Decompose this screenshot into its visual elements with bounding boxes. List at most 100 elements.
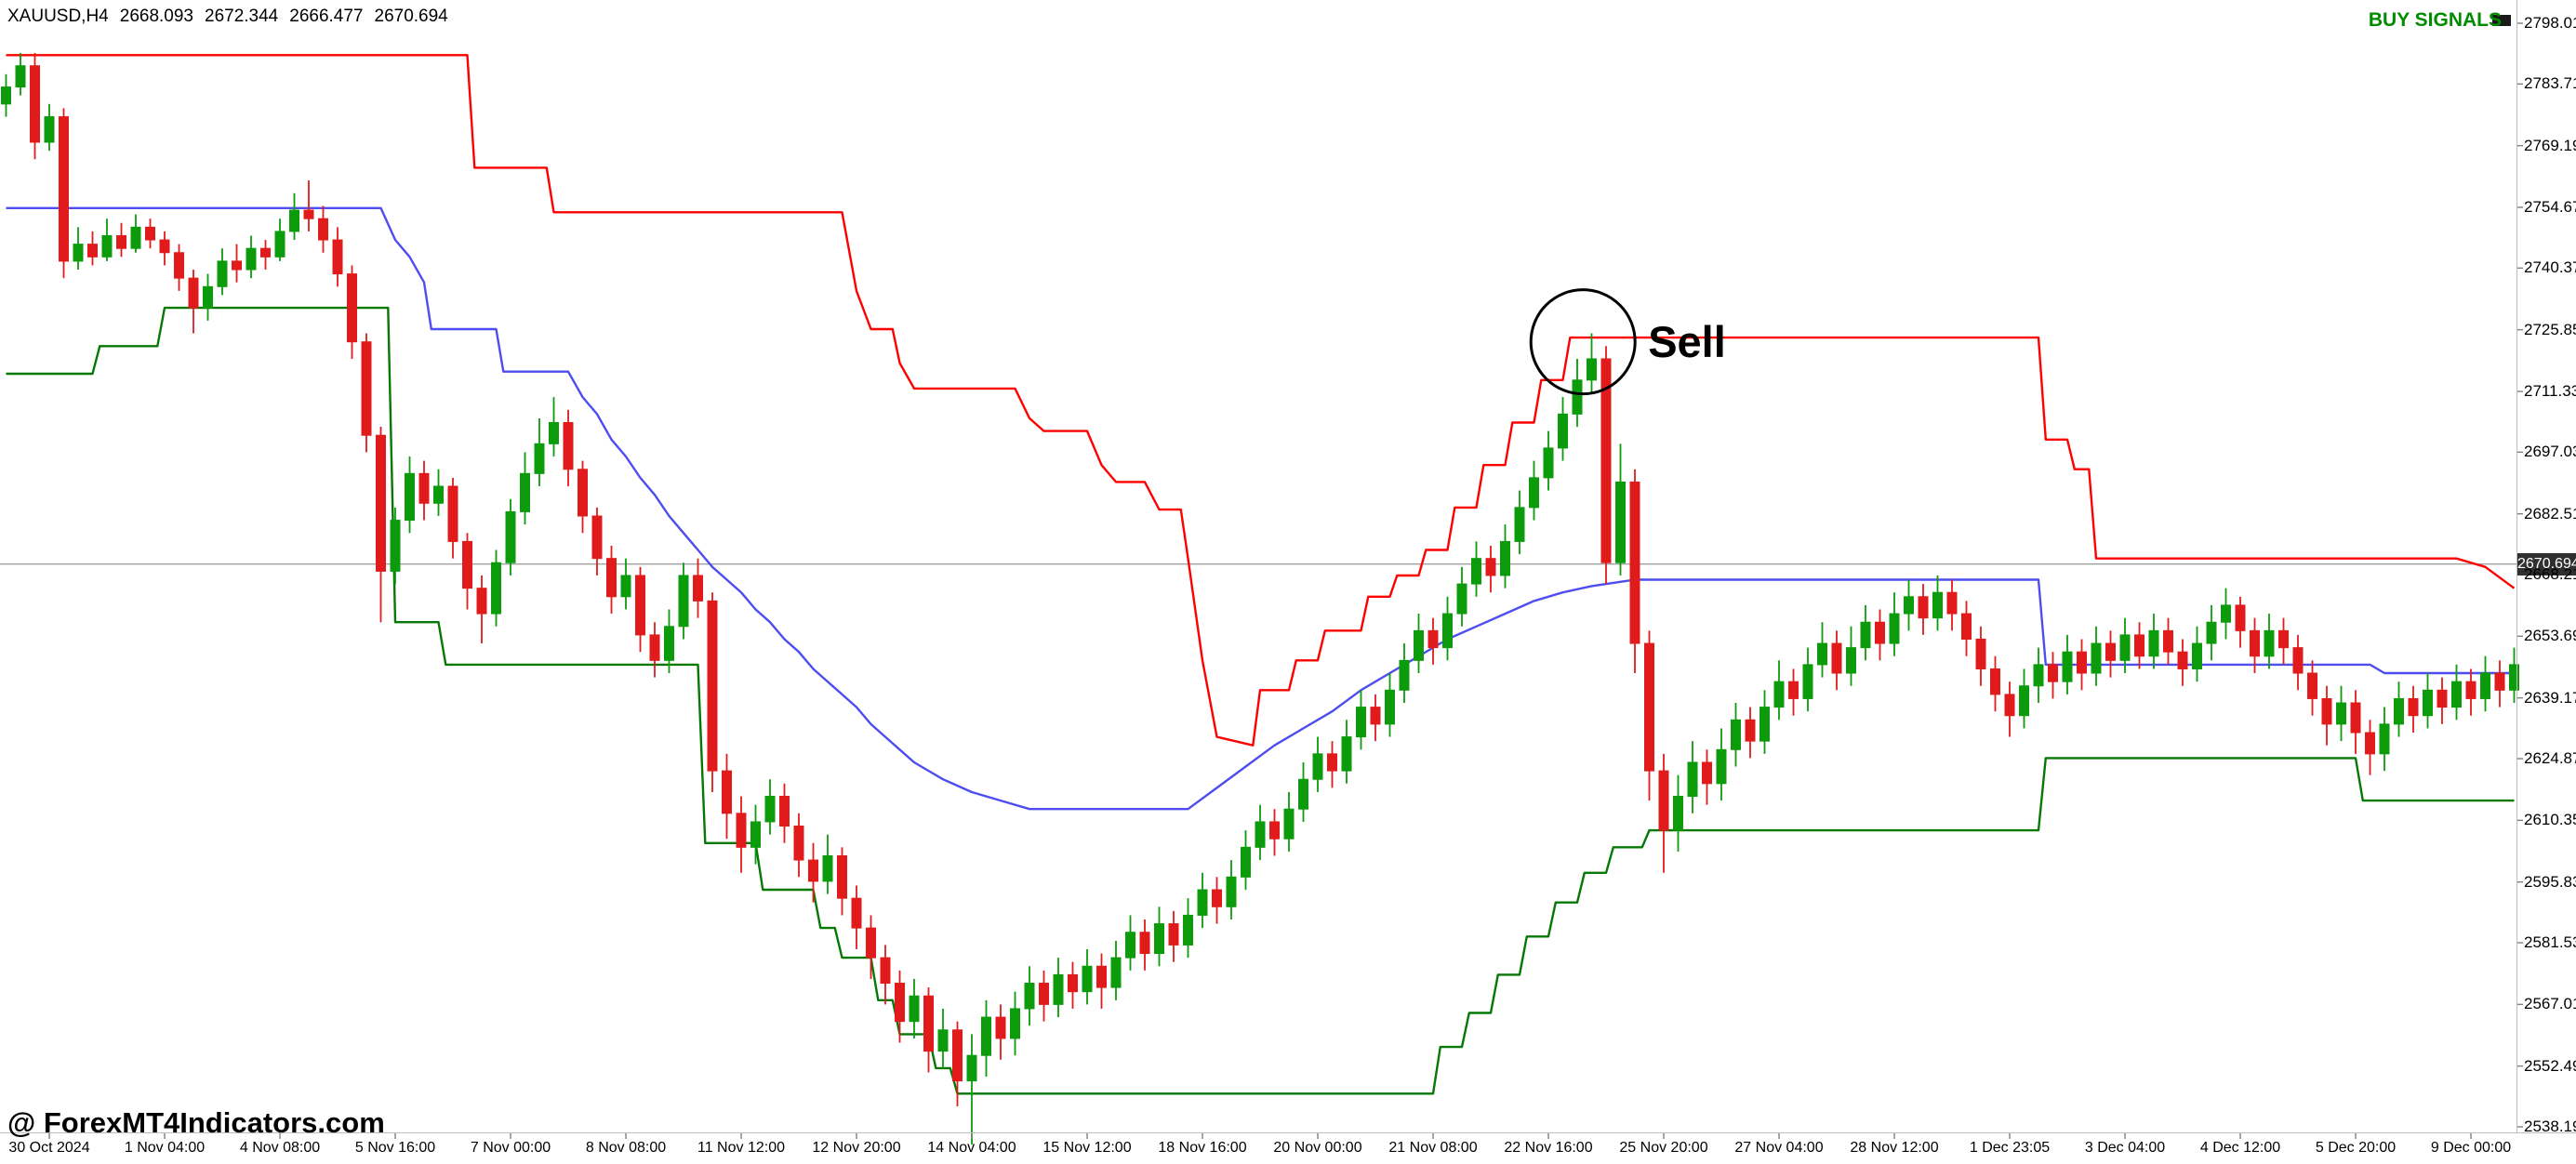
candle <box>2509 664 2519 691</box>
candle <box>462 540 472 589</box>
candle <box>851 897 862 929</box>
candle <box>606 558 617 598</box>
time-axis-label: 14 Nov 04:00 <box>927 1140 1016 1156</box>
ohlc-close: 2670.694 <box>374 7 448 26</box>
candle <box>1255 821 1266 848</box>
candle <box>1298 778 1308 810</box>
candle <box>1500 540 1510 576</box>
sell-circle[interactable] <box>1529 288 1637 396</box>
time-axis-label: 5 Nov 16:00 <box>354 1140 436 1156</box>
candle <box>2451 681 2462 708</box>
candle <box>2350 702 2361 734</box>
candle <box>44 116 55 143</box>
candle <box>2105 642 2116 661</box>
candle <box>1600 358 1612 563</box>
candle <box>1096 965 1107 988</box>
ohlc-open: 2668.093 <box>119 7 193 26</box>
candle <box>952 1029 963 1082</box>
candle <box>1197 889 1208 916</box>
candle <box>909 995 920 1023</box>
candle <box>1673 796 1683 831</box>
price-axis-label: 2639.170 <box>2524 688 2576 707</box>
candle <box>130 226 141 249</box>
candle <box>1802 664 1813 699</box>
price-axis-label: 2581.530 <box>2524 933 2576 951</box>
upper-channel-line[interactable] <box>6 54 2516 747</box>
candle <box>15 65 26 88</box>
candle <box>1082 965 1093 993</box>
candle <box>2134 634 2144 657</box>
candle <box>866 927 876 959</box>
candle <box>1356 707 1366 738</box>
chart-shift-marker[interactable] <box>2492 15 2511 26</box>
candle <box>764 796 776 823</box>
candle <box>2379 723 2390 755</box>
candle <box>1024 983 1035 1010</box>
price-axis-label: 2769.190 <box>2524 136 2576 154</box>
time-axis-label: 27 Nov 04:00 <box>1734 1140 1824 1156</box>
candle <box>1514 507 1525 542</box>
candle <box>1212 889 1222 907</box>
candle <box>1731 719 1741 750</box>
candle <box>303 209 314 219</box>
candle <box>260 247 271 258</box>
candle <box>246 247 257 271</box>
candle <box>1183 914 1193 946</box>
candle <box>2148 629 2159 657</box>
candle <box>981 1016 991 1056</box>
candle <box>1629 481 1640 644</box>
price-axis-label: 2682.510 <box>2524 504 2576 522</box>
sell-annotation-label[interactable]: Sell <box>1648 316 1726 366</box>
price-axis[interactable]: 2798.010 2783.710 2769.190 2754.670 2740.370… <box>2518 0 2576 1135</box>
candle <box>1817 642 1827 666</box>
time-axis-label: 11 Nov 12:00 <box>697 1140 785 1156</box>
candle <box>232 260 242 271</box>
candle <box>1241 846 1251 878</box>
chart-symbol-info: XAUUSD,H4 2668.093 2672.344 2666.477 2670.69… <box>7 7 459 27</box>
candle <box>1269 821 1280 840</box>
price-axis-label: 2595.830 <box>2524 872 2576 891</box>
middle-channel-line[interactable] <box>6 206 2515 811</box>
candle <box>188 277 199 309</box>
candle <box>1529 477 1539 509</box>
candle <box>1110 957 1122 988</box>
time-axis-label: 1 Dec 23:05 <box>1969 1140 2051 1156</box>
time-axis-label: 18 Nov 16:00 <box>1158 1140 1247 1156</box>
candle <box>1471 558 1481 585</box>
candle <box>2480 672 2490 699</box>
candle <box>2408 697 2419 717</box>
lower-channel-line[interactable] <box>6 306 2515 1095</box>
candle <box>2292 647 2304 674</box>
price-axis-label: 2754.670 <box>2524 198 2576 216</box>
time-axis-label: 30 Oct 2024 <box>8 1140 90 1156</box>
candle <box>1168 923 1179 946</box>
candle <box>578 469 588 517</box>
candle <box>693 575 703 602</box>
candle <box>73 244 84 262</box>
candle <box>217 260 228 287</box>
candle <box>2235 604 2246 631</box>
candle <box>274 231 285 258</box>
price-axis-label: 2552.490 <box>2524 1056 2576 1075</box>
buy-signals-label: BUY SIGNALS <box>2368 9 2502 31</box>
candle <box>2177 651 2188 669</box>
candle <box>895 983 905 1023</box>
price-axis-separator <box>2516 0 2517 1132</box>
candle <box>2119 634 2131 661</box>
candle <box>664 626 674 661</box>
candle <box>923 995 934 1052</box>
price-axis-label: 2538.190 <box>2524 1118 2576 1135</box>
candle <box>1039 983 1049 1005</box>
current-price-badge: 2670.694 <box>2517 552 2576 575</box>
time-axis-separator <box>0 1132 2576 1133</box>
candle <box>1875 621 1885 644</box>
time-axis-label: 28 Nov 12:00 <box>1850 1140 1939 1156</box>
price-axis-label: 2653.690 <box>2524 627 2576 645</box>
candle <box>2307 672 2317 699</box>
time-axis[interactable]: 30 Oct 2024 1 Nov 04:00 4 Nov 08:00 5 Nov 1… <box>0 1132 2576 1164</box>
candle <box>145 226 155 241</box>
candle <box>1456 583 1467 615</box>
candle <box>1831 642 1842 674</box>
candle <box>966 1054 977 1082</box>
